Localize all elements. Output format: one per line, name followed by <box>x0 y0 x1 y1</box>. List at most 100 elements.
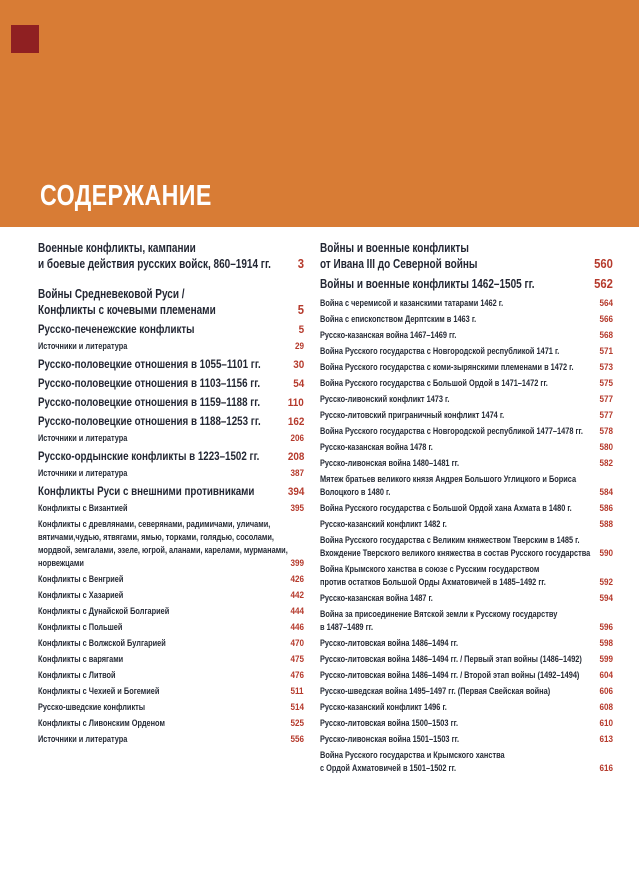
toc-page-number: 564 <box>599 298 613 308</box>
toc-entry-title: Источники и литература <box>38 734 128 744</box>
toc-page-number: 399 <box>290 558 304 568</box>
toc-entry-title: Источники и литература <box>38 341 128 351</box>
toc-entry-title: Русско-литовская война 1486–1494 гг. <box>320 638 459 648</box>
toc-row: Русско-литовская война 1486–1494 гг. / В… <box>320 669 613 682</box>
toc-page-number: 582 <box>599 458 613 468</box>
toc-row: Русско-половецкие отношения в 1159–1188 … <box>38 396 304 410</box>
toc-entry-title: Конфликты с Хазарией <box>38 590 124 600</box>
toc-row: Война Русского государства с Большой Орд… <box>320 502 613 515</box>
toc-page-number: 470 <box>290 638 304 648</box>
toc-row: Конфликты с Польшей 446 <box>38 621 304 634</box>
toc-page-number: 594 <box>599 593 613 603</box>
toc-page-number: 604 <box>599 670 613 680</box>
toc-page-number: 387 <box>290 468 304 478</box>
toc-entry-title: Война с епископством Дерптским в 1463 г. <box>320 314 477 324</box>
toc-entry-title: Война Русского государства и Крымского х… <box>320 750 505 773</box>
toc-entry-title: Русско-половецкие отношения в 1103–1156 … <box>38 378 261 390</box>
toc-row: Военные конфликты, кампании и боевые дейс… <box>38 240 304 272</box>
toc-entry-title: Конфликты с Дунайской Болгарией <box>38 606 170 616</box>
toc-row: Война Русского государства с Великим кня… <box>320 534 613 560</box>
toc-row: Война Русского государства и Крымского х… <box>320 749 613 775</box>
toc-row: Источники и литература 556 <box>38 733 304 746</box>
toc-page-number: 596 <box>599 622 613 632</box>
toc-entry-title: Конфликты с Польшей <box>38 622 123 632</box>
toc-entry-title: Конфликты с Венгрией <box>38 574 124 584</box>
toc-page-number: 514 <box>290 702 304 712</box>
toc-row: Русско-печенежские конфликты 5 <box>38 323 304 337</box>
toc-entry-title: Конфликты с Византией <box>38 503 128 513</box>
toc-entry-title: Русско-половецкие отношения в 1188–1253 … <box>38 416 261 428</box>
toc-page-number: 590 <box>599 548 613 558</box>
toc-page-number: 560 <box>594 257 613 271</box>
toc-page-number: 577 <box>599 394 613 404</box>
toc-entry-title: Конфликты с древлянами, северянами, ради… <box>38 519 288 568</box>
toc-entry-title: Война Русского государства с Большой Орд… <box>320 378 548 388</box>
toc-page-number: 394 <box>287 486 304 498</box>
toc-page-number: 475 <box>290 654 304 664</box>
toc-entry-title: Русско-казанский конфликт 1482 г. <box>320 519 447 529</box>
toc-row: Русско-литовская война 1486–1494 гг. 598 <box>320 637 613 650</box>
toc-entry-title: Русско-казанская война 1478 г. <box>320 442 433 452</box>
toc-page-number: 568 <box>599 330 613 340</box>
toc-page-number: 573 <box>599 362 613 372</box>
toc-row: Русско-ордынские конфликты в 1223–1502 г… <box>38 450 304 464</box>
toc-row: Русско-казанская война 1467–1469 гг. 568 <box>320 329 613 342</box>
toc-entry-title: Война Русского государства с коми-зырянс… <box>320 362 574 372</box>
toc-row: Война Русского государства с Новгородско… <box>320 345 613 358</box>
toc-page-number: 562 <box>594 277 613 291</box>
toc-row: Война с черемисой и казанскими татарами … <box>320 297 613 310</box>
toc-entry-title: Мятеж братьев великого князя Андрея Боль… <box>320 474 577 497</box>
toc-page-number: 580 <box>599 442 613 452</box>
toc-row: Войны и военные конфликты от Ивана III до… <box>320 240 613 272</box>
toc-page-number: 110 <box>288 397 304 409</box>
toc-row: Конфликты с Ливонским Орденом 525 <box>38 717 304 730</box>
toc-entry-title: Русско-казанский конфликт 1496 г. <box>320 702 447 712</box>
toc-page-number: 29 <box>294 341 304 351</box>
toc-row: Конфликты Руси с внешними противниками 39… <box>38 485 304 499</box>
toc-row: Русско-литовский приграничный конфликт 1… <box>320 409 613 422</box>
toc-page-number: 571 <box>599 346 613 356</box>
toc-row: Русско-ливонская война 1501–1503 гг. 613 <box>320 733 613 746</box>
toc-entry-title: Русско-половецкие отношения в 1055–1101 … <box>38 359 261 371</box>
toc-entry-title: Русско-литовский приграничный конфликт 1… <box>320 410 505 420</box>
toc-entry-title: Русско-казанская война 1467–1469 гг. <box>320 330 457 340</box>
toc-row: Война за присоединение Вятской земли к Р… <box>320 608 613 634</box>
toc-entry-title: Русско-литовская война 1486–1494 гг. / В… <box>320 670 580 680</box>
toc-entry-title: Война Русского государства с Большой Орд… <box>320 503 572 513</box>
toc-page-number: 511 <box>290 686 304 696</box>
toc-entry-title: Конфликты с Литвой <box>38 670 116 680</box>
toc-entry-title: Русско-ливонский конфликт 1473 г. <box>320 394 450 404</box>
toc-row: Конфликты с Чехией и Богемией 511 <box>38 685 304 698</box>
toc-page-number: 598 <box>599 638 613 648</box>
toc-row: Источники и литература 387 <box>38 467 304 480</box>
toc-row: Русско-казанский конфликт 1496 г. 608 <box>320 701 613 714</box>
page-title: СОДЕРЖАНИЕ <box>40 180 212 212</box>
toc-page-number: 525 <box>290 718 304 728</box>
toc-entry-title: Русско-ливонская война 1480–1481 гг. <box>320 458 460 468</box>
toc-row: Война Русского государства с Большой Орд… <box>320 377 613 390</box>
toc-entry-title: Война с черемисой и казанскими татарами … <box>320 298 504 308</box>
toc-row: Война Русского государства с коми-зырянс… <box>320 361 613 374</box>
toc-row: Русско-шведская война 1495–1497 гг. (Пер… <box>320 685 613 698</box>
toc-page-number: 616 <box>599 763 613 773</box>
toc-page-number: 575 <box>599 378 613 388</box>
toc-entry-title: Войны Средневековой Руси / Конфликты с ко… <box>38 287 216 317</box>
toc-column-left: Военные конфликты, кампании и боевые дейс… <box>38 240 304 746</box>
toc-page-number: 592 <box>599 577 613 587</box>
toc-entry-title: Война Русского государства с Великим кня… <box>320 535 591 558</box>
toc-entry-title: Войны и военные конфликты 1462–1505 гг. <box>320 277 535 291</box>
toc-row: Война Русского государства с Новгородско… <box>320 425 613 438</box>
toc-row: Русско-ливонская война 1480–1481 гг. 582 <box>320 457 613 470</box>
toc-page-number: 3 <box>297 257 304 271</box>
toc-entry-title: Русско-шведская война 1495–1497 гг. (Пер… <box>320 686 551 696</box>
toc-row: Русско-казанская война 1487 г. 594 <box>320 592 613 605</box>
toc-row: Войны Средневековой Руси / Конфликты с ко… <box>38 286 304 318</box>
toc-page-number: 5 <box>297 303 304 317</box>
toc-page-number: 162 <box>287 416 304 428</box>
toc-entry-title: Конфликты с варягами <box>38 654 124 664</box>
toc-row: Русско-казанская война 1478 г. 580 <box>320 441 613 454</box>
toc-page-number: 5 <box>298 324 304 336</box>
corner-mark-square <box>11 25 39 53</box>
toc-page-number: 584 <box>599 487 613 497</box>
toc-page-number: 442 <box>290 590 304 600</box>
